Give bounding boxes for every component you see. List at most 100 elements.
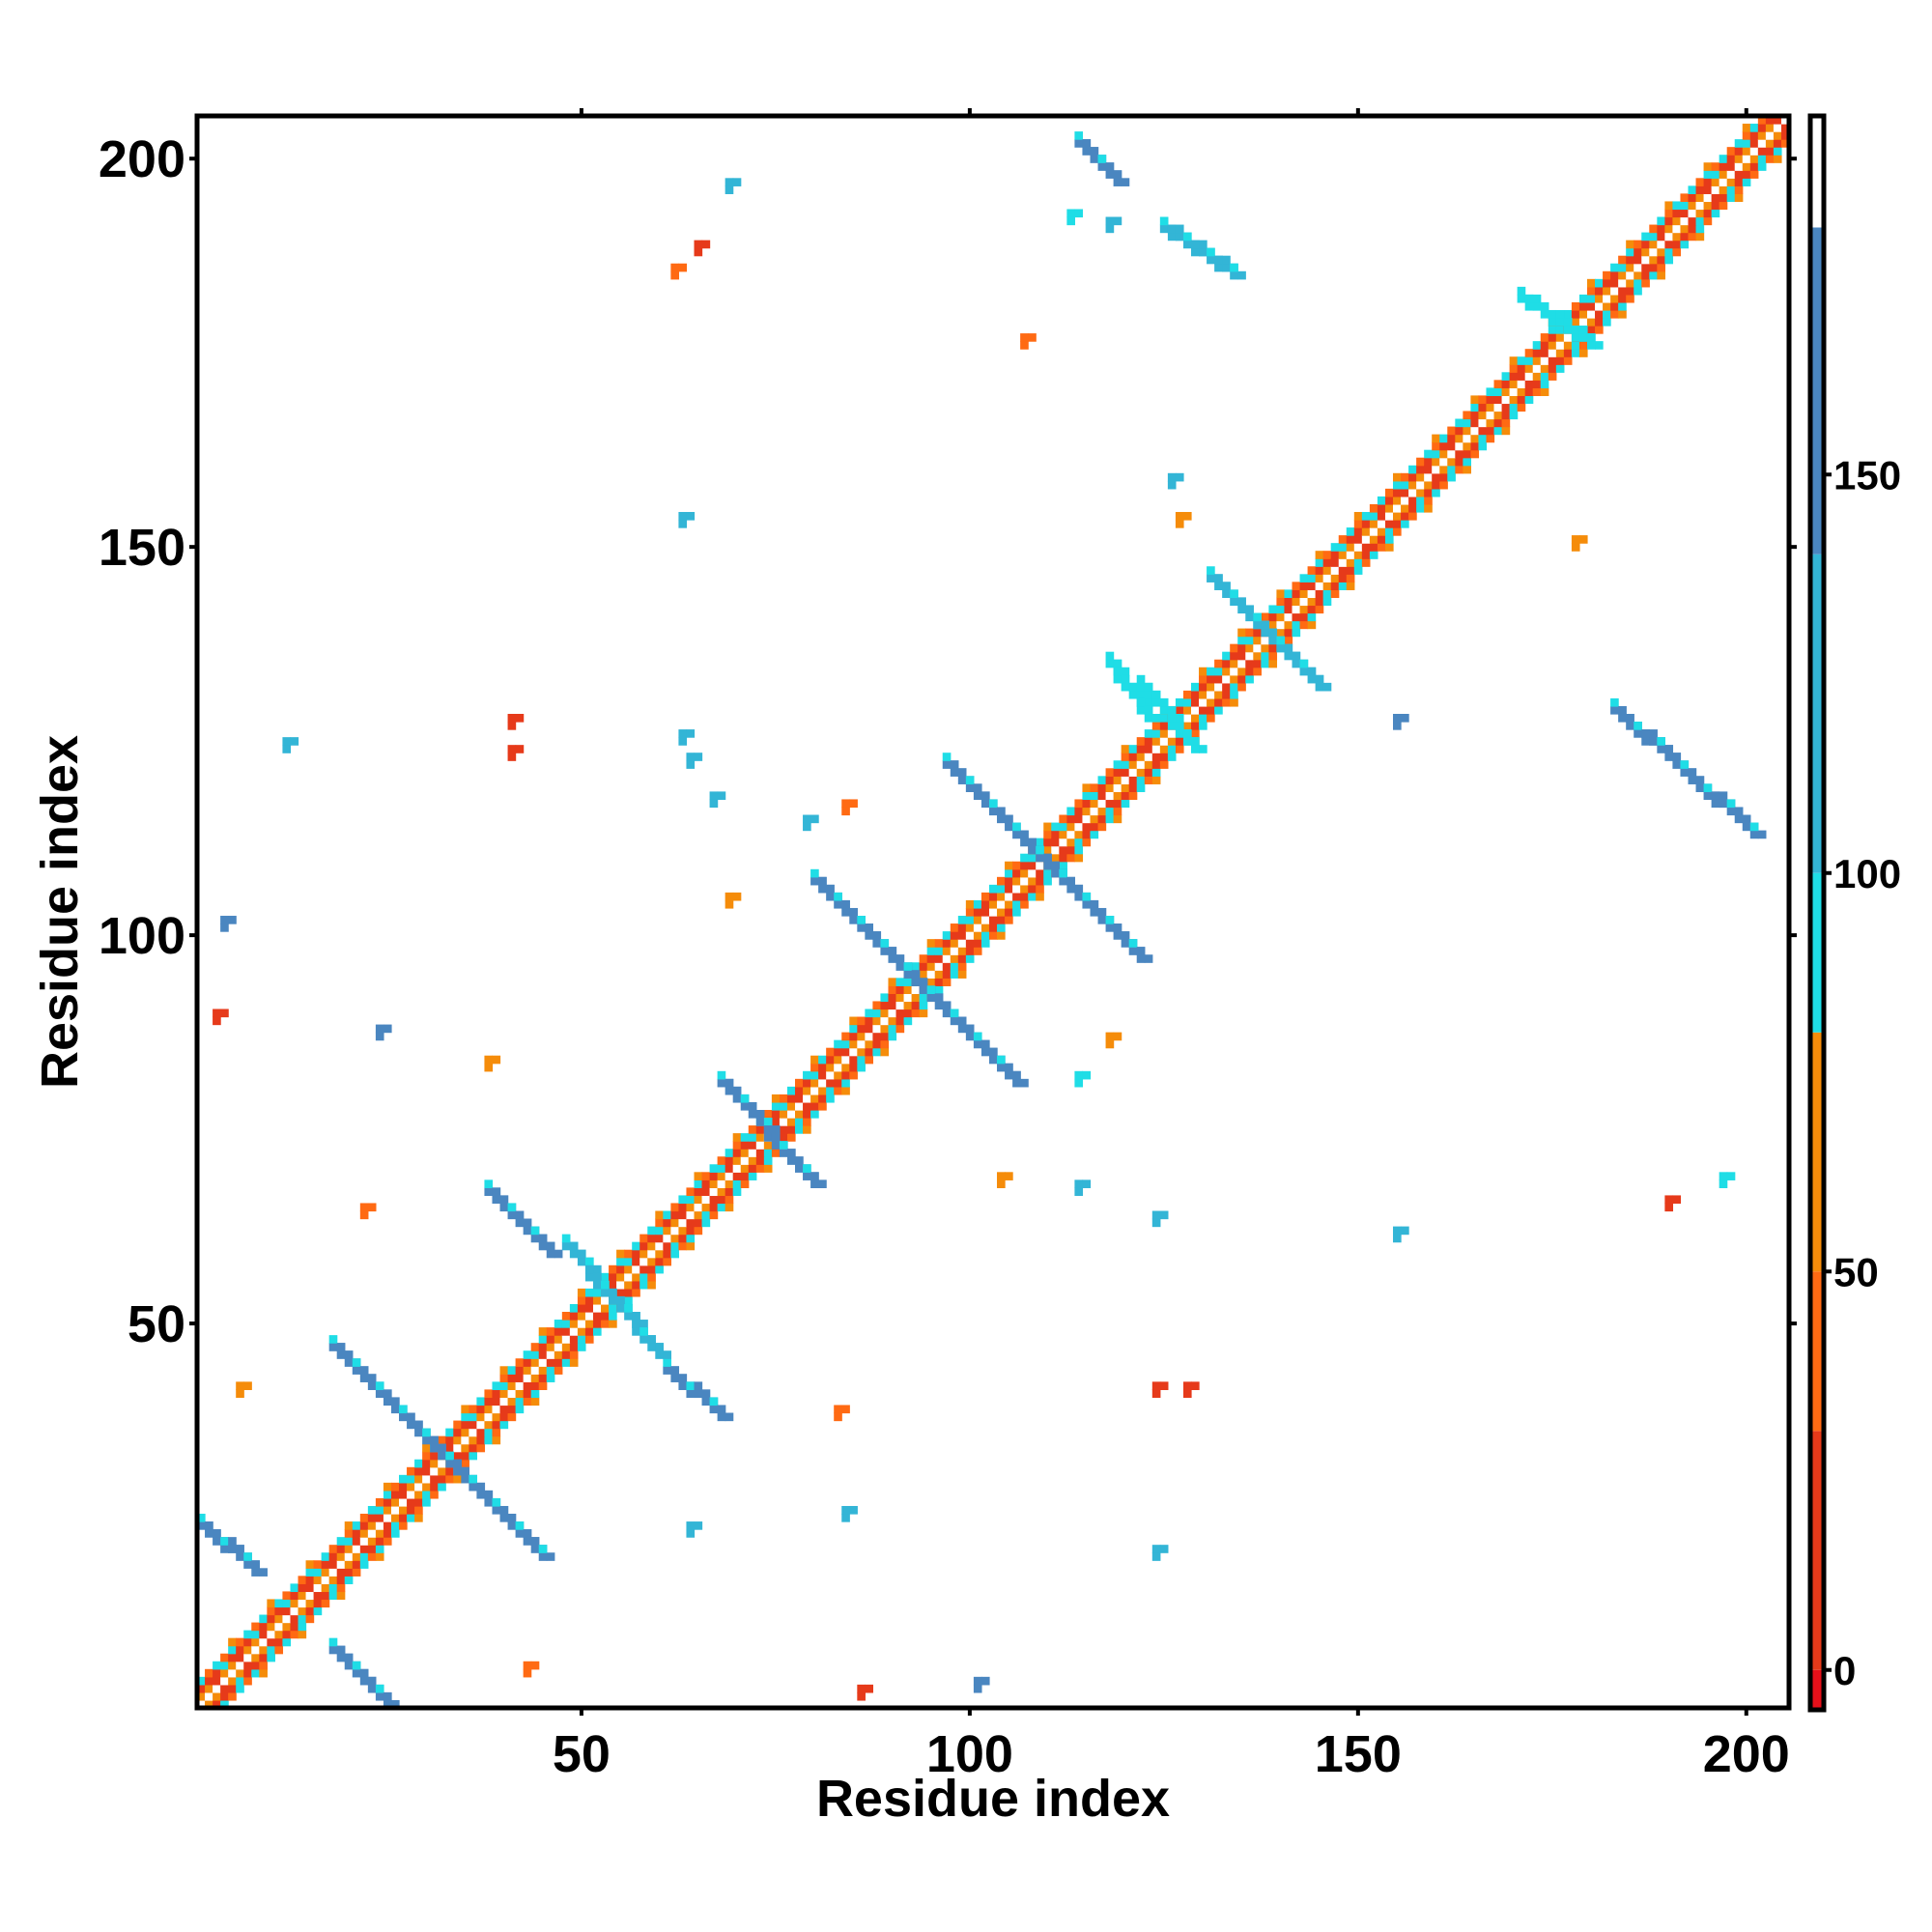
heatmap-cell: [445, 1435, 454, 1445]
heatmap-cell: [895, 1016, 905, 1026]
heatmap-cell: [530, 1343, 540, 1351]
heatmap-cell: [213, 1529, 221, 1538]
heatmap-cell: [1214, 659, 1223, 668]
heatmap-cell: [453, 1420, 462, 1430]
heatmap-cell: [1214, 255, 1223, 265]
heatmap-cell: [359, 1676, 369, 1686]
heatmap-cell: [670, 1226, 680, 1236]
heatmap-cell: [872, 1024, 882, 1034]
heatmap-cell: [1097, 155, 1107, 163]
heatmap-cell: [1066, 876, 1076, 886]
heatmap-cell: [857, 1063, 866, 1072]
heatmap-cell: [609, 1288, 617, 1297]
heatmap-cell: [1486, 426, 1495, 436]
heatmap-cell: [259, 1614, 268, 1624]
heatmap-cell: [926, 985, 936, 995]
heatmap-cell: [507, 1374, 517, 1382]
heatmap-cell: [328, 1591, 338, 1601]
heatmap-cell: [267, 1606, 275, 1616]
heatmap-cell: [1432, 441, 1440, 451]
heatmap-cell: [336, 1537, 346, 1546]
heatmap-cell: [469, 1412, 478, 1422]
heatmap-cell: [1586, 333, 1596, 342]
heatmap-cell: [1012, 884, 1021, 894]
heatmap-cell: [577, 1249, 586, 1259]
heatmap-cell: [709, 1210, 719, 1220]
heatmap-cell: [1175, 729, 1184, 738]
heatmap-cell: [841, 907, 850, 917]
heatmap-cell: [1175, 737, 1184, 746]
heatmap-cell: [934, 978, 944, 986]
heatmap-cell: [453, 1443, 462, 1453]
heatmap-cell: [577, 1257, 586, 1266]
heatmap-cell: [1555, 341, 1565, 350]
heatmap-cell: [841, 1047, 850, 1057]
heatmap-cell: [1703, 201, 1713, 211]
heatmap-cell: [694, 1203, 703, 1212]
heatmap-cell: [1159, 753, 1169, 761]
heatmap-cell: [601, 1280, 610, 1290]
heatmap-cell: [1322, 582, 1332, 590]
heatmap-cell: [1036, 892, 1044, 901]
heatmap-cell: [701, 1203, 711, 1212]
heatmap-cell: [609, 1272, 617, 1282]
heatmap-cell: [973, 1676, 982, 1686]
heatmap-cell: [834, 1086, 842, 1095]
heatmap-cell: [1424, 480, 1433, 490]
heatmap-cell: [1470, 441, 1480, 451]
heatmap-cell: [1765, 147, 1775, 156]
heatmap-cell: [515, 1366, 525, 1375]
heatmap-cell: [592, 1327, 602, 1336]
heatmap-cell: [701, 1218, 711, 1228]
heatmap-cell: [1105, 791, 1115, 801]
heatmap-cell: [1726, 170, 1736, 179]
heatmap-cell: [507, 1521, 517, 1530]
heatmap-cell: [476, 1490, 486, 1499]
heatmap-cell: [895, 962, 905, 971]
heatmap-cell: [1175, 722, 1184, 730]
heatmap-cell: [1214, 690, 1223, 699]
heatmap-cell: [926, 962, 936, 971]
heatmap-cell: [1517, 364, 1526, 373]
heatmap-cell: [383, 1397, 392, 1406]
heatmap-cell: [1501, 395, 1511, 405]
heatmap-cell: [1128, 760, 1138, 769]
heatmap-cell: [298, 1599, 307, 1608]
heatmap-cell: [1020, 861, 1029, 870]
heatmap-cell: [1113, 799, 1122, 809]
heatmap-cell: [1090, 155, 1099, 163]
heatmap-cell: [569, 1350, 579, 1359]
heatmap-cell: [1703, 162, 1713, 171]
heatmap-cell: [639, 1249, 648, 1259]
heatmap-cell: [1578, 349, 1588, 357]
heatmap-cell: [484, 1055, 494, 1065]
heatmap-cell: [678, 1218, 688, 1228]
heatmap-cell: [1649, 255, 1658, 265]
heatmap-cell: [1634, 722, 1642, 730]
heatmap-cell: [1501, 426, 1511, 436]
heatmap-cell: [1113, 659, 1122, 668]
heatmap-cell: [694, 1187, 703, 1197]
heatmap-cell: [748, 1164, 757, 1173]
heatmap-cell: [957, 776, 967, 784]
heatmap-cell: [383, 1521, 392, 1530]
heatmap-cell: [1105, 799, 1115, 809]
heatmap-cell: [1074, 814, 1084, 824]
heatmap-cell: [344, 1560, 354, 1569]
heatmap-cell: [942, 947, 952, 955]
heatmap-cell: [1121, 776, 1130, 784]
heatmap-cell: [1463, 457, 1471, 467]
heatmap-cell: [507, 753, 517, 761]
heatmap-cell: [810, 1094, 819, 1103]
heatmap-cell: [1222, 659, 1231, 668]
heatmap-cell: [1012, 868, 1021, 878]
heatmap-cell: [336, 1576, 346, 1584]
heatmap-cell: [1478, 395, 1488, 405]
heatmap-cell: [748, 1110, 757, 1119]
heatmap-cell: [724, 185, 734, 194]
heatmap-cell: [1136, 753, 1146, 761]
heatmap-cell: [1182, 232, 1192, 242]
heatmap-cell: [399, 1497, 408, 1507]
heatmap-cell: [461, 1428, 469, 1437]
heatmap-cell: [1634, 729, 1642, 738]
